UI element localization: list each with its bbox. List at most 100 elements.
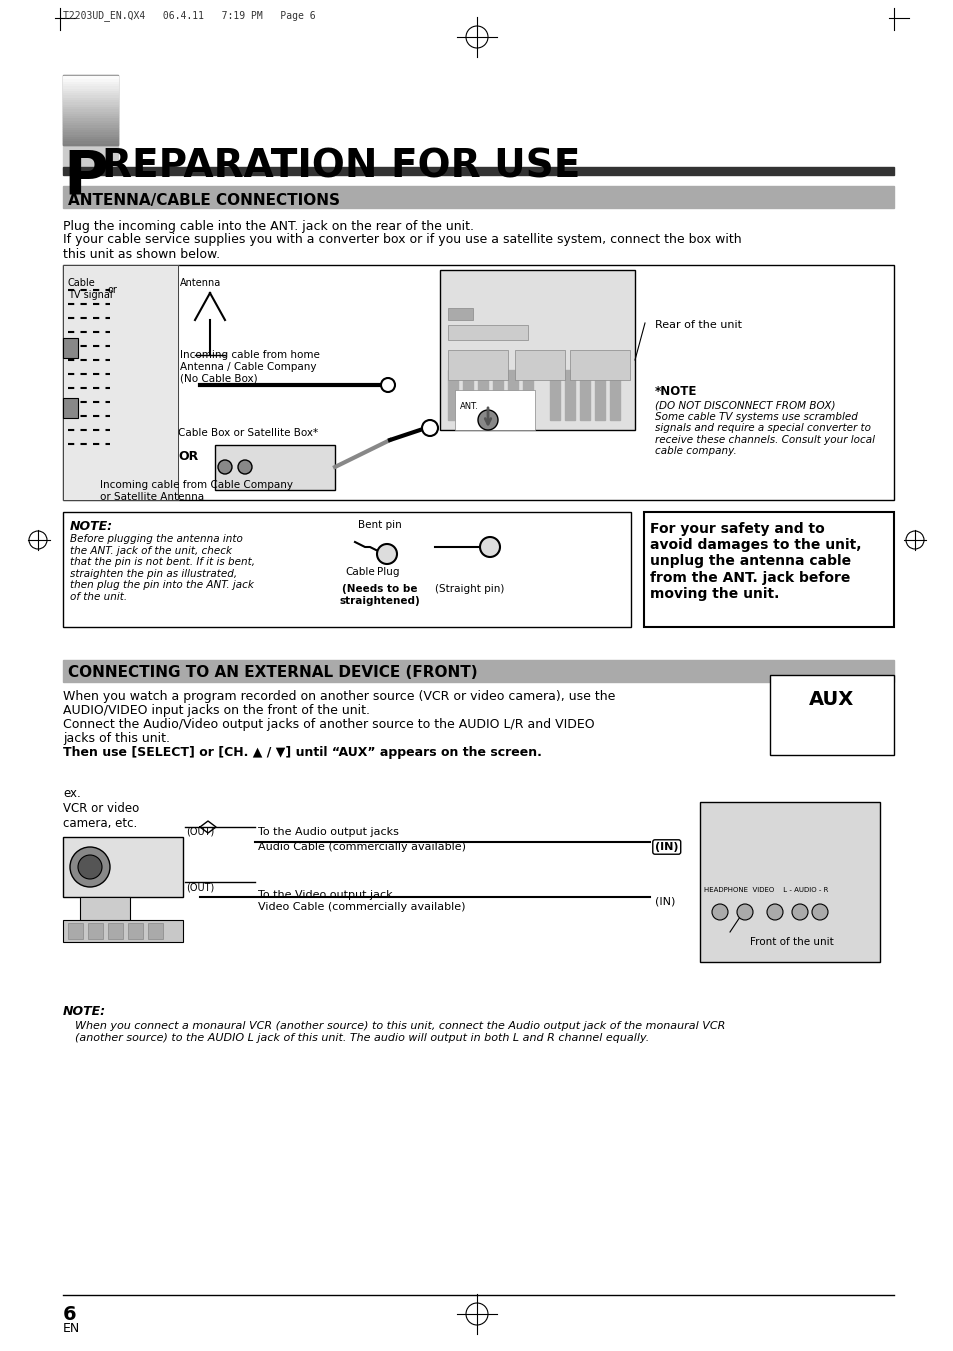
Text: AUX: AUX — [808, 690, 854, 709]
Circle shape — [380, 378, 395, 392]
Text: When you watch a program recorded on another source (VCR or video camera), use t: When you watch a program recorded on ano… — [63, 690, 615, 703]
Bar — [63, 88, 118, 89]
Text: Plug the incoming cable into the ANT. jack on the rear of the unit.: Plug the incoming cable into the ANT. ja… — [63, 220, 474, 232]
Bar — [569, 350, 629, 380]
Text: Incoming cable from Cable Company
or Satellite Antenna: Incoming cable from Cable Company or Sat… — [100, 480, 293, 501]
Circle shape — [766, 904, 782, 920]
Text: EN: EN — [63, 1323, 80, 1335]
Circle shape — [811, 904, 827, 920]
Text: NOTE:: NOTE: — [63, 1005, 106, 1019]
Bar — [63, 338, 78, 358]
Bar — [63, 76, 118, 170]
Circle shape — [737, 904, 752, 920]
Bar — [63, 85, 118, 88]
Text: (IN): (IN) — [655, 897, 675, 907]
Bar — [63, 128, 118, 131]
Text: Rear of the unit: Rear of the unit — [655, 320, 741, 330]
Circle shape — [711, 904, 727, 920]
Text: (Needs to be
straightened): (Needs to be straightened) — [339, 584, 420, 605]
Bar — [455, 390, 535, 430]
Text: (DO NOT DISCONNECT FROM BOX)
Some cable TV systems use scrambled
signals and req: (DO NOT DISCONNECT FROM BOX) Some cable … — [655, 400, 874, 457]
Bar — [63, 115, 118, 118]
Bar — [63, 265, 178, 500]
Text: To the Video output jack: To the Video output jack — [257, 890, 393, 900]
Text: Front of the unit: Front of the unit — [749, 938, 833, 947]
Bar — [63, 95, 118, 97]
Text: T2203UD_EN.QX4   06.4.11   7:19 PM   Page 6: T2203UD_EN.QX4 06.4.11 7:19 PM Page 6 — [63, 9, 315, 20]
Text: Video Cable (commercially available): Video Cable (commercially available) — [257, 902, 465, 912]
Text: (OUT): (OUT) — [186, 882, 213, 892]
Circle shape — [376, 544, 396, 563]
Text: Before plugging the antenna into
the ANT. jack of the unit, check
that the pin i: Before plugging the antenna into the ANT… — [70, 534, 254, 603]
Text: OR: OR — [178, 450, 198, 463]
Bar — [769, 676, 893, 755]
Bar — [493, 370, 502, 420]
Bar — [63, 141, 118, 143]
Text: If your cable service supplies you with a converter box or if you use a satellit: If your cable service supplies you with … — [63, 232, 740, 261]
Bar — [63, 265, 893, 500]
Text: 6: 6 — [63, 1305, 76, 1324]
Text: ex.
VCR or video
camera, etc.: ex. VCR or video camera, etc. — [63, 788, 139, 830]
Bar — [522, 370, 533, 420]
Text: NOTE:: NOTE: — [70, 520, 113, 534]
Bar — [63, 89, 118, 92]
Bar — [108, 923, 123, 939]
Bar — [63, 99, 118, 101]
Bar — [477, 370, 488, 420]
Text: Cable: Cable — [345, 567, 375, 577]
Circle shape — [218, 459, 232, 474]
Bar — [63, 661, 893, 682]
Text: jacks of this unit.: jacks of this unit. — [63, 732, 170, 744]
Bar — [448, 326, 527, 340]
Bar — [63, 186, 893, 208]
Bar — [214, 444, 335, 490]
Bar — [643, 512, 893, 627]
Bar — [63, 92, 118, 95]
Bar — [63, 76, 118, 145]
Text: REPARATION FOR USE: REPARATION FOR USE — [102, 149, 579, 186]
Text: ANT.: ANT. — [459, 403, 478, 411]
Text: Incoming cable from home
Antenna / Cable Company
(No Cable Box): Incoming cable from home Antenna / Cable… — [180, 350, 319, 384]
Circle shape — [78, 855, 102, 880]
Bar — [63, 122, 118, 124]
Bar — [63, 112, 118, 115]
Circle shape — [237, 459, 252, 474]
Bar — [609, 370, 619, 420]
Bar — [63, 143, 118, 145]
Text: For your safety and to
avoid damages to the unit,
unplug the antenna cable
from : For your safety and to avoid damages to … — [649, 521, 861, 601]
Bar — [507, 370, 517, 420]
Text: (OUT): (OUT) — [186, 827, 213, 838]
Text: Bent pin: Bent pin — [357, 520, 401, 530]
Bar — [63, 120, 118, 122]
Bar — [63, 399, 78, 417]
Bar — [63, 101, 118, 104]
Text: *NOTE: *NOTE — [655, 385, 697, 399]
Bar — [148, 923, 163, 939]
Circle shape — [70, 847, 110, 888]
Bar — [579, 370, 589, 420]
Bar — [439, 270, 635, 430]
Text: Plug: Plug — [376, 567, 399, 577]
Bar — [80, 897, 130, 921]
Bar — [63, 104, 118, 105]
Bar — [88, 923, 103, 939]
Bar — [128, 923, 143, 939]
Bar — [63, 78, 118, 81]
Bar — [68, 923, 83, 939]
Text: ANTENNA/CABLE CONNECTIONS: ANTENNA/CABLE CONNECTIONS — [68, 193, 339, 208]
Bar — [63, 111, 118, 112]
Circle shape — [479, 536, 499, 557]
Text: or: or — [107, 285, 117, 295]
Bar — [63, 920, 183, 942]
Bar — [63, 136, 118, 138]
Bar — [515, 350, 564, 380]
Bar — [595, 370, 604, 420]
Bar — [448, 350, 507, 380]
Text: Cable
TV signal: Cable TV signal — [68, 278, 112, 300]
Bar — [462, 370, 473, 420]
Text: CONNECTING TO AN EXTERNAL DEVICE (FRONT): CONNECTING TO AN EXTERNAL DEVICE (FRONT) — [68, 665, 477, 680]
Text: AUDIO/VIDEO input jacks on the front of the unit.: AUDIO/VIDEO input jacks on the front of … — [63, 704, 370, 717]
Circle shape — [421, 420, 437, 436]
Bar — [63, 134, 118, 136]
Bar — [63, 131, 118, 134]
